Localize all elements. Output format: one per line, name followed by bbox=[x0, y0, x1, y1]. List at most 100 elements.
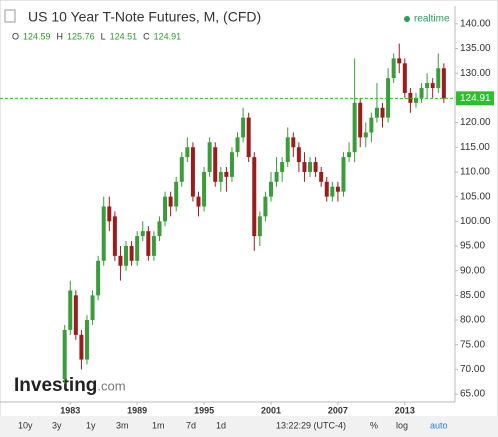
y-tick-label: 105.00 bbox=[460, 191, 491, 202]
candle-body bbox=[129, 245, 134, 261]
price-label-box bbox=[456, 91, 494, 106]
y-tick-label: 115.00 bbox=[460, 142, 490, 153]
candle-body bbox=[179, 157, 184, 182]
x-tick-label: 1995 bbox=[194, 405, 214, 415]
candle-body bbox=[84, 320, 89, 360]
status: realtime bbox=[414, 14, 450, 25]
candle-body bbox=[140, 231, 145, 237]
candle-body bbox=[107, 206, 112, 222]
y-tick-label: 70.00 bbox=[460, 364, 485, 375]
toolbar bbox=[0, 416, 498, 437]
y-tick-label: 85.00 bbox=[460, 290, 485, 301]
x-tick-label: 1989 bbox=[127, 405, 147, 415]
candle-body bbox=[374, 107, 379, 118]
candle-body bbox=[302, 162, 307, 172]
y-tick-label: 120.00 bbox=[460, 117, 491, 128]
option-button[interactable]: % bbox=[370, 420, 378, 430]
y-tick-label: 135.00 bbox=[460, 43, 491, 54]
candle-body bbox=[386, 78, 391, 118]
candle-body bbox=[118, 255, 123, 266]
y-tick-label: 75.00 bbox=[460, 339, 485, 350]
y-tick-label: 100.00 bbox=[460, 216, 491, 227]
legend-value: 124.91 bbox=[154, 31, 182, 41]
candle-body bbox=[413, 97, 418, 103]
y-tick-label: 110.00 bbox=[460, 167, 490, 178]
candle-body bbox=[185, 147, 190, 158]
price-label: 124.91 bbox=[460, 93, 491, 104]
y-tick-label: 65.00 bbox=[460, 389, 485, 400]
candle-body bbox=[419, 88, 424, 98]
legend-key: H bbox=[57, 31, 64, 41]
x-tick-label: 2007 bbox=[328, 405, 348, 415]
candle-body bbox=[218, 171, 223, 182]
period-button[interactable]: 10y bbox=[18, 420, 33, 430]
candle-body bbox=[235, 137, 240, 153]
candle-body bbox=[363, 132, 368, 138]
candle-body bbox=[213, 147, 218, 182]
menu-icon[interactable] bbox=[4, 9, 16, 23]
status-dot bbox=[404, 16, 410, 22]
candle-body bbox=[352, 102, 357, 153]
period-button[interactable]: 1y bbox=[86, 420, 96, 430]
candle-body bbox=[163, 196, 168, 222]
candle-body bbox=[324, 181, 329, 197]
legend-value: 124.59 bbox=[23, 31, 51, 41]
candle-body bbox=[124, 245, 129, 266]
candle-body bbox=[151, 236, 156, 256]
candle-body bbox=[430, 83, 435, 89]
candle-body bbox=[157, 221, 162, 237]
candle-body bbox=[196, 196, 201, 207]
candle-body bbox=[330, 186, 335, 197]
period-button[interactable]: 1m bbox=[152, 420, 165, 430]
clock: 13:22:29 (UTC-4) bbox=[276, 420, 346, 430]
candle-body bbox=[241, 117, 246, 138]
candle-body bbox=[369, 117, 374, 133]
legend-value: 124.51 bbox=[110, 31, 138, 41]
candle-body bbox=[135, 236, 140, 261]
candle-body bbox=[280, 162, 285, 172]
candle-body bbox=[380, 107, 385, 118]
candle-body bbox=[441, 68, 446, 99]
candle-body bbox=[291, 137, 296, 148]
candle-body bbox=[313, 162, 318, 172]
candle-body bbox=[296, 147, 301, 163]
candle-body bbox=[335, 186, 340, 192]
logo-suffix: .com bbox=[97, 378, 125, 393]
candle-body bbox=[391, 58, 396, 79]
x-tick-label: 2013 bbox=[395, 405, 415, 415]
candle-body bbox=[308, 162, 313, 172]
period-button[interactable]: 3y bbox=[52, 420, 62, 430]
x-tick-label: 1983 bbox=[60, 405, 80, 415]
legend-key: C bbox=[143, 31, 150, 41]
candle-body bbox=[96, 260, 101, 296]
candle-body bbox=[425, 83, 430, 89]
candle-body bbox=[268, 181, 273, 197]
option-button[interactable]: auto bbox=[430, 420, 448, 430]
candle-body bbox=[190, 147, 195, 197]
candle-body bbox=[397, 58, 402, 64]
candle-body bbox=[207, 142, 212, 172]
y-tick-label: 140.00 bbox=[460, 18, 491, 29]
y-tick-label: 90.00 bbox=[460, 265, 485, 276]
legend-value: 125.76 bbox=[67, 31, 95, 41]
candle-body bbox=[101, 206, 106, 261]
period-button[interactable]: 7d bbox=[186, 420, 196, 430]
candle-body bbox=[263, 196, 268, 217]
option-button[interactable]: log bbox=[396, 420, 408, 430]
candle-body bbox=[224, 171, 229, 177]
candle-body bbox=[285, 137, 290, 163]
logo: Investing bbox=[14, 375, 97, 396]
period-button[interactable]: 3m bbox=[116, 420, 129, 430]
candle-body bbox=[68, 290, 73, 330]
candle-body bbox=[274, 171, 279, 182]
candle-body bbox=[252, 157, 257, 237]
candle-body bbox=[436, 68, 441, 89]
candle-body bbox=[112, 216, 117, 256]
y-tick-label: 80.00 bbox=[460, 315, 485, 326]
candle-body bbox=[358, 102, 363, 138]
y-tick-label: 130.00 bbox=[460, 68, 491, 79]
candle-body bbox=[174, 181, 179, 207]
period-button[interactable]: 1d bbox=[216, 420, 226, 430]
